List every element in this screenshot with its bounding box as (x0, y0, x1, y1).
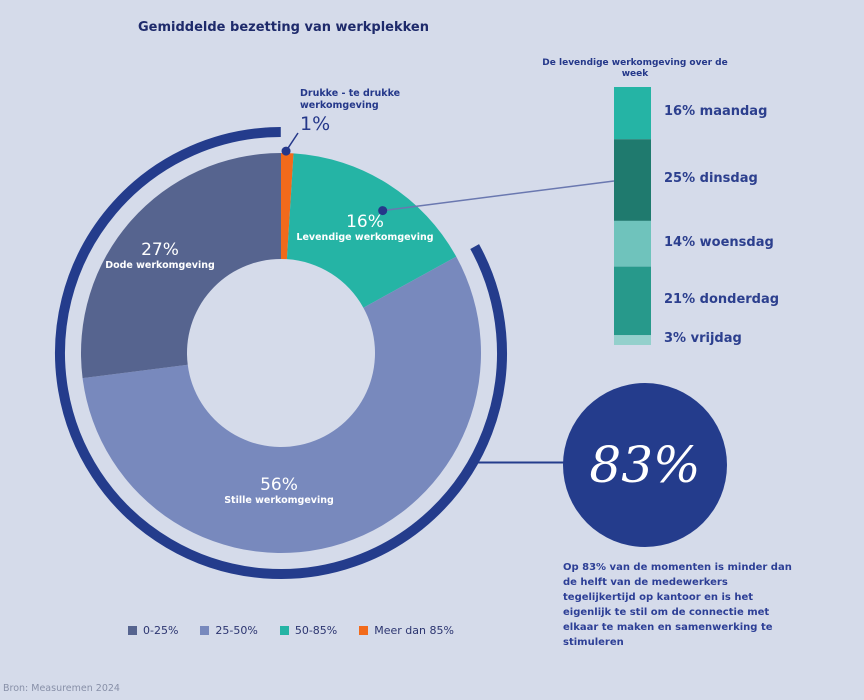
legend-label: 0-25% (143, 624, 179, 637)
legend-item: 50-85% (279, 624, 338, 637)
donut-slice-drukke-te-drukke-werkomgeving (281, 153, 294, 260)
stille-percent: 56% (260, 475, 298, 495)
week-bar-vrijdag (614, 335, 651, 345)
donut-slice-dode-werkomgeving (80, 153, 281, 379)
legend-label: 25-50% (215, 624, 258, 637)
stille-label: 56% Stille werkomgeving (224, 475, 334, 506)
week-label-donderdag: 21% donderdag (664, 291, 780, 307)
drukke-percent: 1% (300, 113, 331, 135)
legend-item: Meer dan 85% (359, 624, 454, 637)
legend-label: Meer dan 85% (374, 624, 454, 637)
levendige-connector (382, 180, 615, 212)
legend-swatch (128, 626, 137, 635)
highlight-circle: 83% (563, 383, 727, 547)
legend-item: 25-50% (200, 624, 258, 637)
week-bar-woensdag (614, 220, 651, 267)
legend-swatch (359, 626, 369, 635)
highlight-dot (468, 457, 478, 467)
drukke-label: Drukke - te drukke werkomgeving (300, 88, 401, 111)
donut-slice-stille-werkomgeving (82, 256, 481, 554)
legend-swatch (200, 626, 210, 635)
dode-percent: 27% (141, 240, 179, 260)
week-label-dinsdag: 25% dinsdag (664, 171, 758, 187)
dode-label: 27% Dode werkomgeving (105, 240, 215, 271)
week-label-maandag: 16% maandag (664, 104, 768, 120)
legend-label: 50-85% (294, 624, 338, 637)
week-label-woensdag: 14% woensdag (664, 234, 774, 250)
week-label-vrijdag: 3% vrijdag (664, 331, 742, 347)
highlight-arc (55, 127, 507, 579)
week-bar-maandag (614, 87, 651, 140)
levendige-label: 16% Levendige werkomgeving (296, 212, 433, 243)
stille-name: Stille werkomgeving (224, 495, 334, 506)
levendige-name: Levendige werkomgeving (296, 232, 434, 243)
week-bar-donderdag (614, 266, 651, 336)
levendige-percent: 16% (346, 212, 384, 232)
drukke-dot (281, 146, 291, 156)
legend-swatch (279, 626, 289, 635)
levendige-dot (378, 206, 388, 216)
chart-title: Gemiddelde bezetting van werkplekken (138, 20, 430, 35)
dode-name: Dode werkomgeving (105, 260, 215, 271)
legend-item: 0-25% (128, 624, 178, 637)
week-chart-title: De levendige werkomgeving over de week (542, 58, 728, 79)
callout-text: Op 83% van de momenten is minder dan de … (563, 562, 792, 648)
legend: 0-25% 25-50% 50-85% Meer dan 85% (128, 624, 454, 637)
week-bar-dinsdag (614, 139, 651, 221)
source-note: Bron: Measuremen 2024 (3, 683, 120, 694)
donut-slice-levendige-werkomgeving (286, 153, 457, 308)
